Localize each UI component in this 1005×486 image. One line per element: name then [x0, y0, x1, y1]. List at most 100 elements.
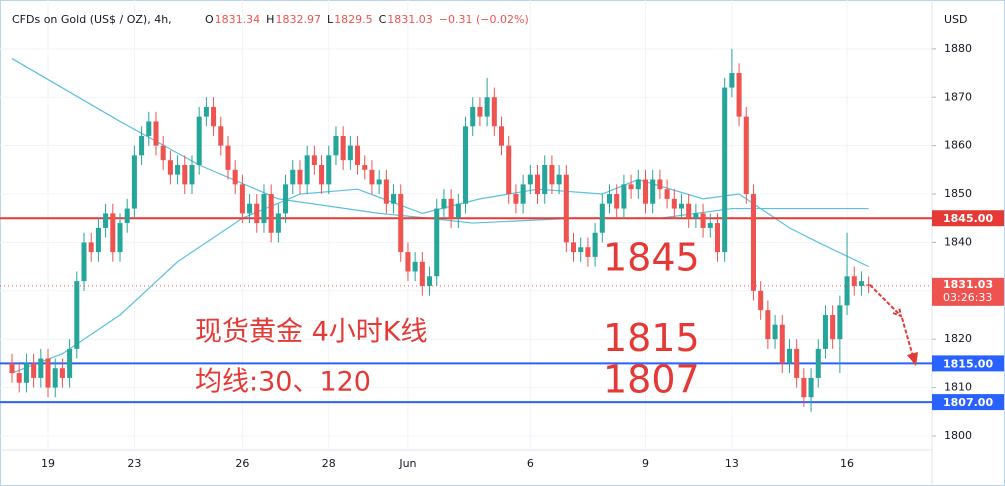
candle-body	[376, 179, 382, 185]
labels: 1800181018201830184018501860187018801923…	[41, 42, 1004, 470]
candle-body	[678, 203, 685, 209]
candle-body	[139, 135, 145, 156]
candle-body	[124, 208, 130, 224]
arrow	[869, 284, 903, 318]
chart-title: CFDs on Gold (US$ / OZ), 4h,	[12, 13, 172, 26]
last-price-tag	[932, 277, 1004, 306]
candle-body	[160, 145, 166, 161]
candle-body	[606, 194, 613, 204]
y-tick-label: 1850	[944, 187, 972, 200]
candle-body	[758, 290, 764, 311]
x-tick-label: 6	[527, 457, 534, 470]
ohlc-value: 1829.5	[334, 13, 373, 26]
level-tag	[932, 210, 1004, 227]
y-tick-label: 1870	[944, 90, 972, 103]
candle-body	[347, 145, 353, 161]
candle-body	[628, 184, 634, 190]
y-tick-label: 1810	[944, 381, 972, 394]
candle-body	[110, 213, 116, 253]
candle-body	[9, 363, 15, 374]
candle-body	[614, 194, 620, 209]
candle-body	[851, 276, 857, 286]
candle-body	[383, 179, 389, 204]
candle-body	[275, 213, 281, 233]
candle-body	[261, 194, 267, 224]
candle-body	[506, 145, 512, 195]
candle-body	[88, 242, 94, 253]
candle-body	[729, 73, 735, 88]
candle-body	[686, 203, 692, 219]
candle-body	[765, 310, 771, 340]
candle-body	[499, 126, 505, 146]
y-unit: USD	[944, 13, 968, 26]
candle-body	[642, 179, 649, 204]
candle-body	[470, 106, 476, 127]
candle-body	[772, 324, 778, 340]
candle-body	[38, 358, 44, 378]
candle-body	[153, 121, 159, 146]
candle-body	[189, 165, 195, 185]
y-tick-label: 1800	[944, 429, 972, 442]
candle-body	[74, 281, 80, 349]
candle-body	[254, 203, 260, 224]
x-tick-label: 9	[642, 457, 649, 470]
candle-body	[45, 358, 51, 388]
ohlc-value: 1831.34	[215, 13, 261, 26]
candle-body	[657, 179, 663, 190]
level-label: 1845.00	[943, 212, 993, 225]
candle-body	[319, 165, 325, 185]
candle-body	[355, 145, 361, 165]
candle-body	[570, 242, 577, 253]
candle-body	[103, 213, 109, 228]
y-tick-label: 1840	[944, 235, 972, 248]
candle-body	[16, 373, 22, 383]
candle-body	[448, 198, 454, 219]
candle-body	[398, 194, 404, 253]
countdown: 03:26:33	[943, 291, 992, 304]
candle-body	[441, 198, 447, 209]
candle-body	[635, 179, 641, 190]
candle-body	[419, 261, 425, 286]
y-tick-label: 1820	[944, 332, 972, 345]
candle-body	[362, 165, 368, 170]
candle-body	[779, 324, 785, 364]
candle-body	[95, 227, 101, 253]
candle-body	[167, 160, 173, 175]
candle-body	[59, 368, 65, 378]
candle-body	[556, 174, 562, 185]
candle-body	[52, 368, 58, 388]
candle-body	[196, 116, 202, 165]
candle-body	[405, 252, 411, 272]
candle-body	[67, 348, 73, 378]
candle-body	[455, 203, 461, 219]
candle-body	[182, 165, 188, 185]
candle-body	[491, 97, 497, 127]
candle-body	[340, 135, 346, 161]
candle-body	[81, 242, 87, 282]
candle-body	[801, 377, 807, 398]
ohlc-label: O	[205, 13, 214, 26]
candle-body	[520, 184, 526, 204]
x-tick-label: 23	[127, 457, 141, 470]
x-tick-label: 28	[322, 457, 336, 470]
x-tick-label: 26	[235, 457, 249, 470]
x-tick-label: Jun	[398, 457, 416, 470]
candle-body	[585, 247, 591, 257]
candle-body	[391, 194, 397, 204]
candle-body	[117, 223, 123, 253]
ohlc-value: 1831.03	[387, 13, 433, 26]
annotation: 1815	[603, 316, 700, 360]
level-tag	[932, 355, 1004, 372]
annotation: 1845	[603, 236, 700, 280]
level-label: 1815.00	[943, 357, 993, 370]
candle-body	[218, 126, 224, 146]
candle-body	[844, 276, 850, 306]
change: −0.31 (−0.02%)	[439, 13, 529, 26]
candle-body	[225, 145, 231, 170]
candle-body	[563, 174, 569, 243]
candle-body	[131, 155, 137, 209]
candle-body	[434, 208, 440, 277]
candle-body	[599, 203, 605, 233]
